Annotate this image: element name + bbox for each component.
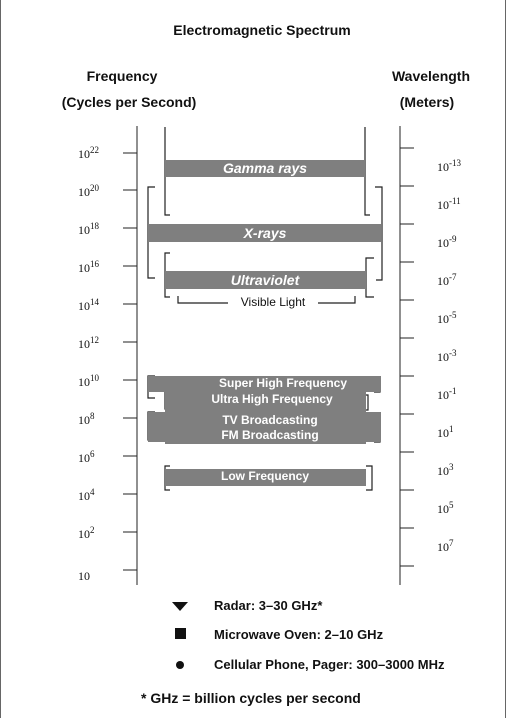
wavelength-tick-label: 10-11 (437, 196, 461, 212)
legend-microwave-text: Microwave Oven: 2–10 GHz (214, 627, 384, 642)
wavelength-ticks (400, 147, 414, 567)
frequency-tick-label: 106 (78, 449, 95, 465)
x-rays-label: X-rays (243, 225, 287, 241)
frequency-axis-unit: (Cycles per Second) (61, 94, 197, 110)
wavelength-tick-label: 10-13 (437, 158, 461, 174)
frequency-tick-label: 108 (78, 411, 95, 427)
wavelength-tick-label: 105 (437, 500, 454, 516)
frequency-tick-label: 1016 (78, 259, 99, 275)
ultra-high-frequency-label: Ultra High Frequency (211, 392, 333, 406)
frequency-tick-label: 1012 (78, 335, 99, 351)
ultraviolet-band (165, 271, 366, 289)
gamma-rays-label: Gamma rays (222, 160, 308, 176)
wavelength-tick-label: 101 (437, 424, 454, 440)
frequency-tick-label: 1014 (78, 297, 99, 313)
frequency-tick-label: 1022 (78, 145, 99, 161)
frequency-tick-label: 102 (78, 525, 95, 541)
wavelength-tick-label: 10-1 (437, 386, 457, 402)
legend-cellular-text: Cellular Phone, Pager: 300–3000 MHz (214, 657, 445, 672)
ultra-high-frequency-band (165, 392, 366, 410)
frequency-tick-label: 104 (78, 487, 95, 503)
wavelength-tick-label: 10-5 (437, 310, 457, 326)
low-frequency-label: Low Frequency (220, 469, 310, 483)
legend-microwave-icon (175, 628, 186, 639)
x-rays-band (148, 224, 381, 242)
fm-broadcasting-label: FM Broadcasting (221, 428, 319, 442)
frequency-tick-label: 1018 (78, 221, 99, 237)
wavelength-tick-label: 10-7 (437, 272, 457, 288)
frequency-tick-label: 10 (78, 569, 90, 583)
gamma-rays-band (165, 160, 365, 177)
legend-cellular-icon (176, 661, 184, 669)
frequency-ticks (123, 152, 137, 571)
super-high-frequency-label: Super High Frequency (218, 376, 348, 390)
wavelength-tick-label: 107 (437, 538, 454, 554)
wavelength-axis-unit: (Meters) (399, 94, 455, 110)
visible-light-label: Visible Light (240, 295, 306, 309)
wavelength-tick-label: 103 (437, 462, 454, 478)
legend-radar-icon (172, 602, 188, 611)
legend-radar-text: Radar: 3–30 GHz* (214, 598, 323, 613)
low-frequency-band (165, 469, 366, 486)
footnote: * GHz = billion cycles per second (141, 690, 361, 706)
super-high-frequency-band (148, 376, 381, 392)
frequency-tick-label: 1010 (78, 373, 99, 389)
frequency-axis-title: Frequency (86, 68, 158, 84)
tv-fm-broadcasting-inner-band (165, 410, 366, 444)
wavelength-tick-label: 10-3 (437, 348, 457, 364)
diagram-title: Electromagnetic Spectrum (173, 22, 351, 38)
ultraviolet-label: Ultraviolet (230, 272, 300, 288)
wavelength-tick-label: 10-9 (437, 234, 457, 250)
wavelength-axis-title: Wavelength (391, 68, 471, 84)
frequency-tick-label: 1020 (78, 183, 99, 199)
tv-broadcasting-label: TV Broadcasting (222, 413, 318, 427)
